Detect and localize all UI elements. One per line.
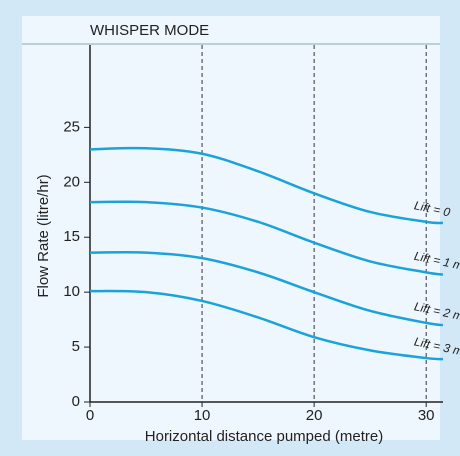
chart-title: WHISPER MODE <box>90 22 209 39</box>
y-tick-label: 25 <box>63 118 80 135</box>
y-tick-label: 20 <box>63 173 80 190</box>
x-tick-label: 20 <box>306 407 323 424</box>
series-line <box>89 250 444 327</box>
y-tick-label: 15 <box>63 228 80 245</box>
series-line <box>89 200 444 276</box>
y-tick-label: 10 <box>63 283 80 300</box>
y-axis-label: Flow Rate (litre/hr) <box>35 174 52 297</box>
y-tick-label: 0 <box>72 393 80 410</box>
series-line <box>89 289 444 361</box>
y-tick-label: 5 <box>72 338 80 355</box>
x-tick-label: 30 <box>418 407 435 424</box>
series-line <box>89 146 444 225</box>
panel <box>22 16 440 440</box>
x-tick-label: 0 <box>86 407 94 424</box>
x-axis-label: Horizontal distance pumped (metre) <box>145 428 383 445</box>
x-tick-label: 10 <box>194 407 211 424</box>
